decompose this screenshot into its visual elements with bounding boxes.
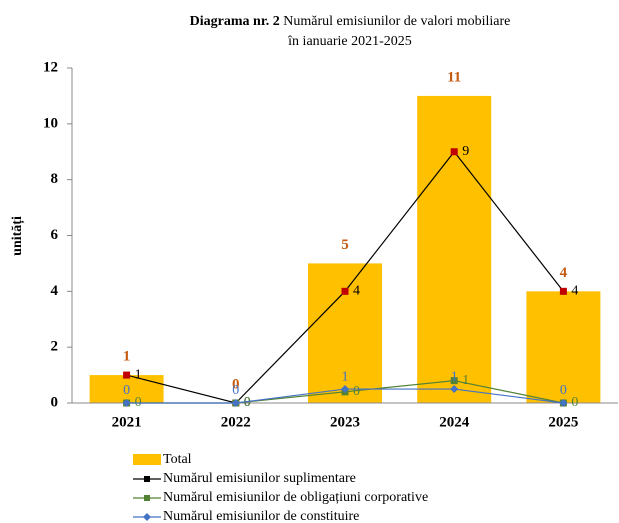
x-tick-label: 2025 [548, 414, 578, 430]
marker [559, 399, 568, 407]
title-line: în ianuarie 2021-2025 [287, 34, 412, 49]
data-label: 1 [462, 373, 469, 388]
marker [450, 148, 458, 156]
data-label: 0 [123, 383, 130, 398]
legend-marker [144, 476, 150, 482]
legend-label: Numărul emisiunilor suplimentare [163, 471, 356, 486]
data-label: 1 [342, 369, 349, 384]
data-label: 4 [353, 284, 360, 299]
data-label: 0 [244, 395, 251, 410]
x-tick-label: 2023 [330, 414, 360, 430]
y-tick-label: 4 [51, 283, 59, 299]
y-tick-label: 12 [43, 59, 58, 75]
bar [526, 291, 601, 403]
legend-label: Numărul emisiunilor de obligațiuni corpo… [163, 490, 428, 505]
marker [450, 377, 458, 385]
bar-label: 1 [123, 349, 131, 365]
y-axis-label: unități [10, 216, 25, 256]
bar [417, 95, 492, 404]
bar-label: 0 [232, 376, 240, 392]
x-tick-label: 2021 [112, 414, 142, 430]
marker [231, 399, 240, 407]
data-label: 0 [571, 395, 578, 410]
data-label: 0 [232, 383, 239, 398]
data-label: 4 [571, 284, 578, 299]
marker [122, 399, 131, 407]
legend-swatch [133, 454, 161, 465]
title-label: Diagrama nr. 2 [190, 14, 280, 29]
y-tick-label: 8 [51, 171, 59, 187]
y-tick-label: 0 [51, 394, 59, 410]
data-label: 0 [353, 384, 360, 399]
marker [123, 371, 131, 379]
legend-label: Numărul emisiunilor de constituire [163, 509, 359, 523]
legend-marker [144, 495, 150, 501]
x-tick-label: 2024 [439, 414, 470, 430]
y-tick-label: 6 [51, 227, 59, 243]
legend-marker [143, 513, 151, 521]
data-label: 1 [451, 369, 458, 384]
data-label: 0 [244, 395, 251, 410]
chart-title: Diagrama nr. 2 Numărul emisiunilor de va… [190, 14, 511, 29]
bar [89, 375, 164, 403]
bar-label: 5 [341, 237, 349, 253]
legend-label: Total [163, 452, 192, 467]
bar-label: 11 [447, 69, 461, 85]
y-tick-label: 2 [51, 339, 59, 355]
marker [450, 385, 459, 394]
data-label: 0 [560, 383, 567, 398]
data-label: 9 [462, 144, 469, 159]
marker [341, 287, 349, 295]
marker [559, 287, 567, 295]
data-label: 1 [135, 367, 142, 382]
marker [341, 385, 349, 394]
bar [308, 263, 382, 403]
bar-label: 4 [560, 265, 568, 281]
y-tick-label: 10 [43, 115, 58, 131]
x-tick-label: 2022 [221, 414, 251, 430]
title-line: Numărul emisiunilor de valori mobiliare [283, 14, 510, 29]
